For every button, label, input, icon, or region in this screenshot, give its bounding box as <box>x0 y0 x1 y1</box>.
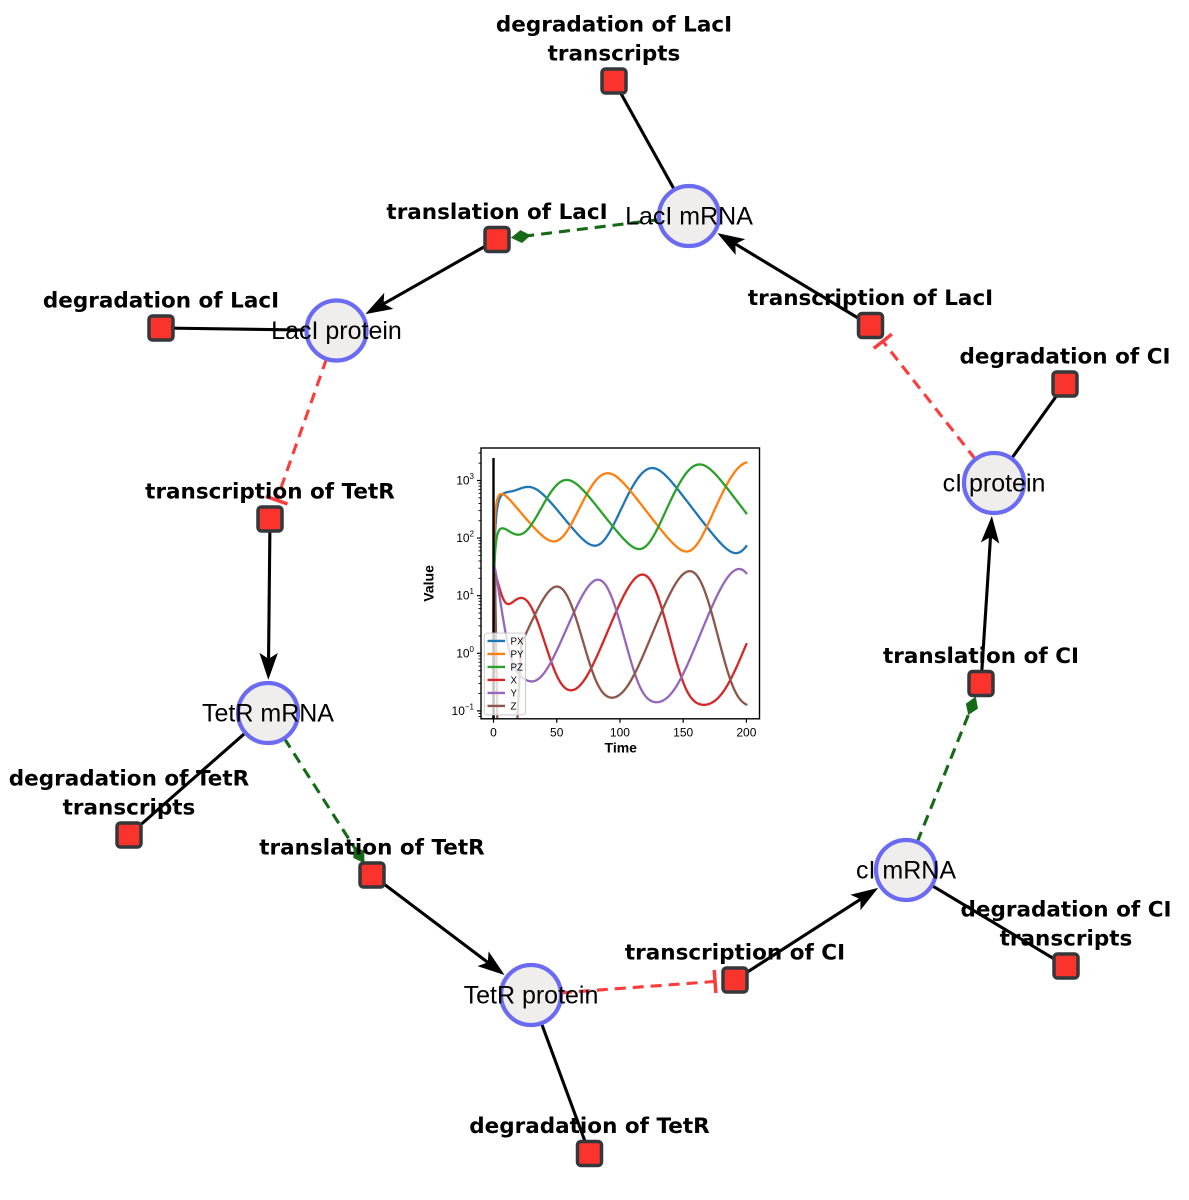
reaction-label-degradation-laci-line0: degradation of LacI <box>43 289 279 314</box>
edge-translation-tetr-tetr-protein <box>371 873 489 964</box>
edge-translation-laci-laci-protein-arrowhead <box>365 292 394 315</box>
species-node-laci-mrna[interactable] <box>656 183 722 249</box>
edge-laci-mrna-translation-laci-arrowhead <box>510 230 531 243</box>
legend-label-PX: PX <box>511 636 525 647</box>
timecourse-plot: 0 50 100 150 20010310210110010−1TimeValuePXP… <box>420 428 778 778</box>
reaction-node-translation-laci[interactable] <box>483 225 511 254</box>
reaction-node-degradation-tetr-transcripts[interactable] <box>115 821 143 849</box>
y-tick-label-10e3: 103 <box>456 472 474 488</box>
edge-tetr-mrna-translation-tetr-arrowhead <box>353 846 365 864</box>
edge-ci-mrna-translation-ci <box>915 711 971 843</box>
edge-tetr-mrna-translation-tetr <box>282 737 357 850</box>
edge-transcription-ci-ci-mrna-arrowhead <box>850 887 879 911</box>
nodes-layer <box>115 67 1080 1168</box>
edge-transcription-tetr-tetr-mrna-arrowhead <box>259 652 278 680</box>
edge-laci-protein-transcription-tetr-tbar <box>265 494 289 506</box>
x-tick-label-50: 50 <box>550 725 564 739</box>
edge-translation-laci-laci-protein <box>382 238 498 306</box>
reaction-label-transcription-tetr-line0: transcription of TetR <box>145 480 395 505</box>
plot-curves <box>492 458 748 719</box>
reaction-label-degradation-tetr-transcripts-line1: transcripts <box>63 796 196 821</box>
y-tick-label-10e0: 100 <box>456 645 474 661</box>
reaction-node-translation-ci[interactable] <box>967 669 995 698</box>
legend-label-Z: Z <box>511 701 517 712</box>
y-tick-label-10e1: 101 <box>456 587 474 603</box>
species-node-laci-protein[interactable] <box>304 298 369 363</box>
reaction-label-degradation-laci-transcripts-line0: degradation of LacI <box>496 13 732 38</box>
plot-series-PY <box>492 461 748 719</box>
reaction-label-translation-tetr-line0: translation of TetR <box>259 836 485 861</box>
edge-ci-protein-transcription-laci <box>881 340 977 461</box>
edge-transcription-laci-laci-mrna <box>734 242 872 327</box>
plot-series-Z <box>492 569 748 719</box>
reaction-label-degradation-ci-transcripts-line0: degradation of CI <box>961 898 1172 923</box>
edge-translation-ci-ci-protein-arrowhead <box>980 516 1000 544</box>
reaction-node-transcription-ci[interactable] <box>721 966 749 994</box>
species-label-tetr-mrna: TetR mRNA <box>202 700 334 728</box>
reaction-node-transcription-tetr[interactable] <box>256 505 284 533</box>
edges-layer <box>127 80 1067 1155</box>
species-label-tetr-protein: TetR protein <box>464 982 599 1010</box>
plot-xlabel: Time <box>605 740 638 756</box>
reaction-label-degradation-ci-line0: degradation of CI <box>960 345 1171 370</box>
edge-ci-protein-transcription-laci-tbar <box>872 332 893 350</box>
reaction-label-translation-laci-line0: translation of LacI <box>386 200 607 225</box>
y-tick-label-10e-1: 10−1 <box>452 702 475 718</box>
reaction-label-translation-ci-line0: translation of CI <box>883 644 1079 669</box>
x-tick-label-200: 200 <box>736 725 756 739</box>
reaction-label-transcription-ci-line0: transcription of CI <box>625 941 845 966</box>
species-node-ci-protein[interactable] <box>961 450 1027 516</box>
legend-label-PY: PY <box>511 649 525 660</box>
x-tick-label-150: 150 <box>673 725 693 739</box>
x-tick-label-0: 0 <box>490 725 497 739</box>
plot-ylabel: Value <box>421 565 437 602</box>
legend-label-PZ: PZ <box>511 662 524 673</box>
reaction-node-transcription-laci[interactable] <box>856 311 885 340</box>
reaction-node-degradation-ci-transcripts[interactable] <box>1052 952 1080 980</box>
species-label-ci-protein: cI protein <box>943 470 1046 498</box>
species-label-laci-protein: LacI protein <box>271 317 402 345</box>
edge-tetr-protein-transcription-ci <box>560 979 716 995</box>
legend-label-Y: Y <box>511 688 518 699</box>
reaction-node-degradation-tetr[interactable] <box>575 1139 604 1168</box>
edge-translation-ci-ci-protein <box>979 536 993 684</box>
species-node-ci-mrna[interactable] <box>873 837 939 903</box>
node-labels-layer: degradation of LacI transcripts translatio… <box>9 13 1172 1140</box>
reaction-node-degradation-ci[interactable] <box>1051 370 1079 398</box>
legend-label-X: X <box>511 675 518 686</box>
reaction-node-degradation-laci-transcripts[interactable] <box>600 67 628 95</box>
edge-tetr-protein-transcription-ci-tbar <box>712 969 718 994</box>
edge-laci-mrna-translation-laci <box>527 218 660 238</box>
species-node-tetr-mrna[interactable] <box>235 680 301 746</box>
edge-laci-protein-transcription-tetr <box>275 358 328 501</box>
y-tick-label-10e2: 102 <box>456 530 474 546</box>
edge-translation-tetr-tetr-protein-arrowhead <box>477 951 505 976</box>
reaction-label-transcription-laci-line0: transcription of LacI <box>748 286 993 311</box>
reaction-label-degradation-tetr-line0: degradation of TetR <box>469 1114 710 1139</box>
species-label-ci-mrna: cI mRNA <box>856 857 956 885</box>
edge-transcription-tetr-tetr-mrna <box>267 518 272 659</box>
edge-transcription-laci-laci-mrna-arrowhead <box>717 233 746 255</box>
reaction-label-degradation-ci-transcripts-line1: transcripts <box>1000 927 1133 952</box>
reaction-node-translation-tetr[interactable] <box>358 861 386 889</box>
plot-series-X <box>492 573 748 719</box>
plot-series-PZ <box>492 463 748 719</box>
reaction-label-degradation-laci-transcripts-line1: transcripts <box>548 42 681 67</box>
reaction-label-degradation-tetr-transcripts-line0: degradation of TetR <box>9 767 250 792</box>
edge-ci-mrna-translation-ci-arrowhead <box>965 696 978 716</box>
species-node-tetr-protein[interactable] <box>498 962 564 1028</box>
x-tick-label-100: 100 <box>610 725 630 739</box>
reaction-node-degradation-laci[interactable] <box>147 314 175 342</box>
plot-series-Y <box>492 566 748 704</box>
plot-legend: PX PY PZ XYZ <box>483 632 526 716</box>
edge-transcription-ci-ci-mrna <box>734 897 862 982</box>
species-label-laci-mrna: LacI mRNA <box>625 203 753 231</box>
